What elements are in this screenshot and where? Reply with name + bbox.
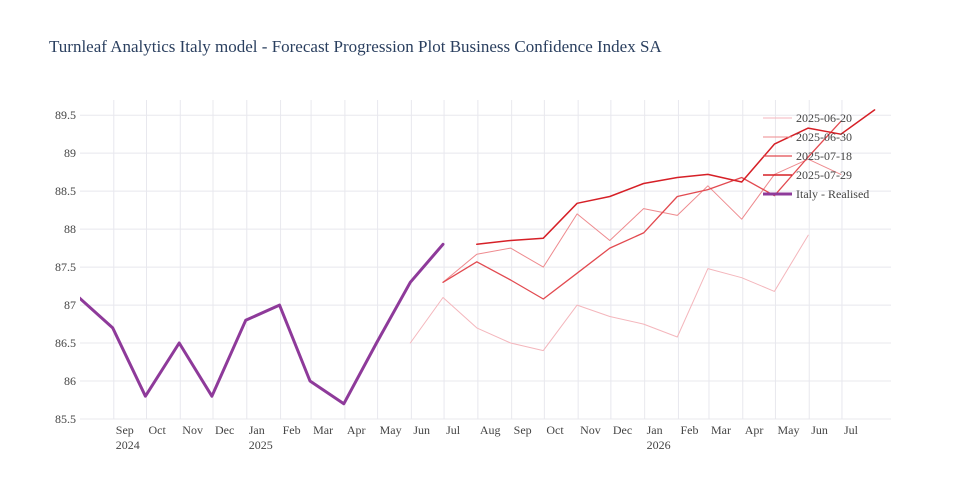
- x-tick-label: Sep: [116, 423, 134, 437]
- x-tick-year-label: 2026: [647, 438, 671, 452]
- y-tick-label: 86: [64, 374, 76, 388]
- x-tick-label: Dec: [215, 423, 234, 437]
- y-tick-label: 87.5: [55, 260, 76, 274]
- plot-area: [80, 109, 876, 406]
- series-lines: [80, 109, 876, 406]
- x-tick-label: May: [380, 423, 402, 437]
- legend-label: 2025-06-30: [796, 130, 852, 144]
- x-tick-label: Jun: [413, 423, 430, 437]
- y-tick-label: 88.5: [55, 184, 76, 198]
- y-tick-label: 89.5: [55, 108, 76, 122]
- x-tick-label: Oct: [148, 423, 166, 437]
- series-line-5: [80, 242, 445, 406]
- y-tick-label: 88: [64, 222, 76, 236]
- x-tick-year-label: 2024: [116, 438, 140, 452]
- x-tick-label: Mar: [711, 423, 731, 437]
- x-tick-label: Jan: [647, 423, 663, 437]
- x-tick-label: Nov: [182, 423, 203, 437]
- legend-label: Italy - Realised: [796, 187, 869, 201]
- x-tick-label: Feb: [680, 423, 698, 437]
- x-tick-label: Jul: [844, 423, 859, 437]
- x-tick-label: Jul: [446, 423, 461, 437]
- y-tick-label: 86.5: [55, 336, 76, 350]
- legend-label: 2025-07-18: [796, 149, 852, 163]
- x-tick-label: Dec: [613, 423, 632, 437]
- series-line-4: [476, 109, 876, 246]
- x-tick-label: Aug: [480, 423, 501, 437]
- x-tick-year-label: 2025: [249, 438, 273, 452]
- series-line-3: [442, 120, 842, 300]
- x-tick-label: Oct: [546, 423, 564, 437]
- series-line-1: [409, 234, 809, 352]
- legend-label: 2025-06-20: [796, 111, 852, 125]
- x-tick-label: Sep: [514, 423, 532, 437]
- x-tick-label: Mar: [313, 423, 333, 437]
- chart-title: Turnleaf Analytics Italy model - Forecas…: [49, 37, 662, 56]
- legend: 2025-06-20 2025-06-30 2025-07-18 2025-07-29…: [763, 111, 869, 201]
- x-tick-label: Apr: [347, 423, 366, 437]
- x-tick-label: Jun: [811, 423, 828, 437]
- y-tick-label: 87: [64, 298, 76, 312]
- x-tick-label: Jan: [249, 423, 265, 437]
- x-tick-label: Apr: [745, 423, 764, 437]
- y-tick-label: 89: [64, 146, 76, 160]
- x-tick-label: Nov: [580, 423, 601, 437]
- x-tick-label: May: [777, 423, 799, 437]
- x-tick-label: Feb: [283, 423, 301, 437]
- series-line-2: [442, 158, 842, 283]
- legend-label: 2025-07-29: [796, 168, 852, 182]
- gridlines: [80, 100, 891, 420]
- y-tick-label: 85.5: [55, 412, 76, 426]
